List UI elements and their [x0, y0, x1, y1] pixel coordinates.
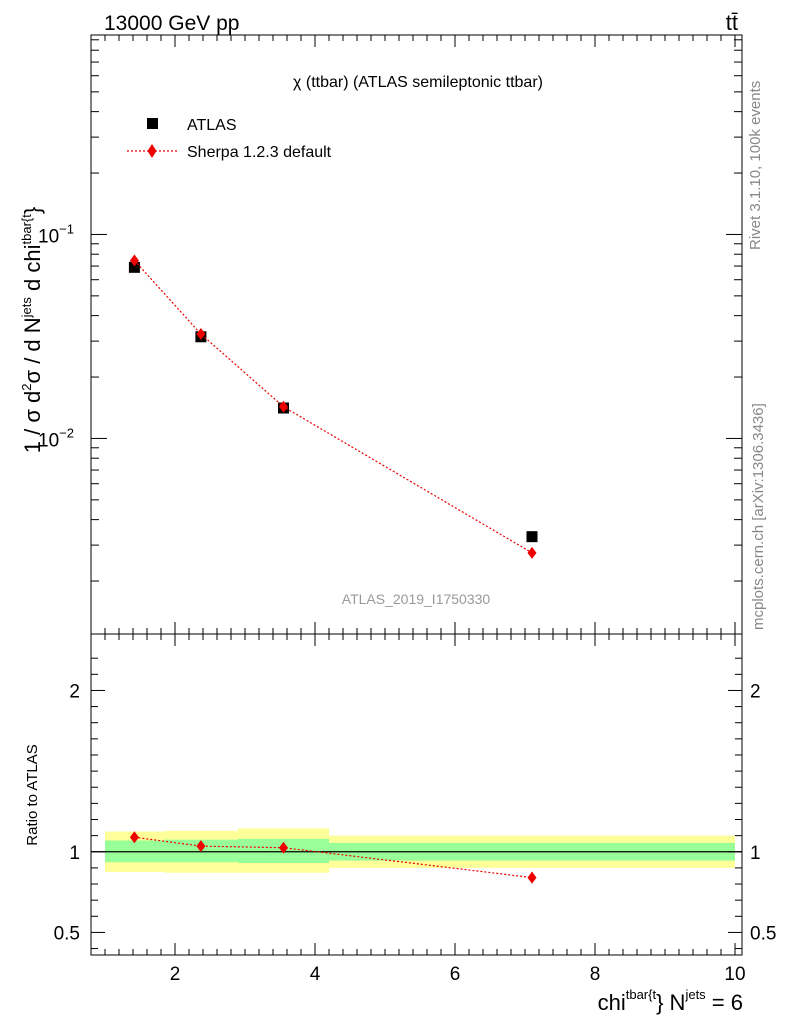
ratio-sherpa-point [527, 871, 537, 884]
x-tick-label: 2 [170, 964, 181, 985]
plot-title: χ (ttbar) (ATLAS semileptonic ttbar) [293, 74, 543, 91]
x-axis-label: chitbar{t} Njets = 6 [598, 987, 743, 1015]
ratio-plot-frame [90, 633, 743, 956]
main-y-tick-label: 10−1 [38, 221, 74, 247]
sherpa-data-point [129, 254, 139, 267]
ratio-y-tick-label: 2 [69, 681, 80, 702]
atlas-data-point [526, 531, 538, 543]
sherpa-data-point [196, 328, 206, 341]
ratio-sherpa-point [279, 841, 288, 854]
main-y-tick-label: 10−2 [38, 425, 74, 451]
legend: ATLAS Sherpa 1.2.3 default [127, 117, 332, 161]
sherpa-data-point [527, 546, 537, 559]
process-label: tt̄ [726, 10, 738, 35]
legend-sherpa-marker [147, 144, 157, 158]
x-tick-label: 4 [310, 964, 321, 985]
legend-sherpa-label: Sherpa 1.2.3 default [187, 144, 332, 161]
rivet-version-label: Rivet 3.1.10, 100k events [747, 81, 764, 250]
ratio-sherpa-point [129, 831, 139, 844]
ratio-y-tick-label-right: 2 [750, 681, 761, 702]
main-y-axis-label: 1 / σ d2σ / d Njets d chitbar{t} [19, 207, 45, 453]
ratio-sherpa-line [134, 836, 533, 879]
ratio-uncertainty-bands [105, 828, 735, 873]
ratio-sherpa-point [196, 840, 206, 853]
atlas-data-point [128, 261, 140, 273]
sherpa-data-point [279, 400, 288, 413]
analysis-watermark: ATLAS_2019_I1750330 [342, 591, 491, 607]
ratio-y-tick-label: 1 [69, 843, 80, 864]
x-tick-label: 8 [590, 964, 601, 985]
x-tick-label: 10 [724, 964, 745, 985]
energy-label: 13000 GeV pp [104, 12, 239, 35]
sherpa-line [133, 260, 533, 554]
legend-atlas-marker [147, 118, 158, 129]
ratio-y-axis-label: Ratio to ATLAS [24, 744, 41, 845]
ratio-y-tick-label: 0.5 [54, 923, 80, 944]
mcplots-label: mcplots.cern.ch [arXiv:1306.3436] [750, 403, 767, 630]
x-tick-label: 6 [450, 964, 461, 985]
ratio-y-tick-label-right: 1 [750, 843, 761, 864]
ratio-y-tick-label-right: 0.5 [750, 923, 776, 944]
legend-atlas-label: ATLAS [187, 117, 237, 134]
